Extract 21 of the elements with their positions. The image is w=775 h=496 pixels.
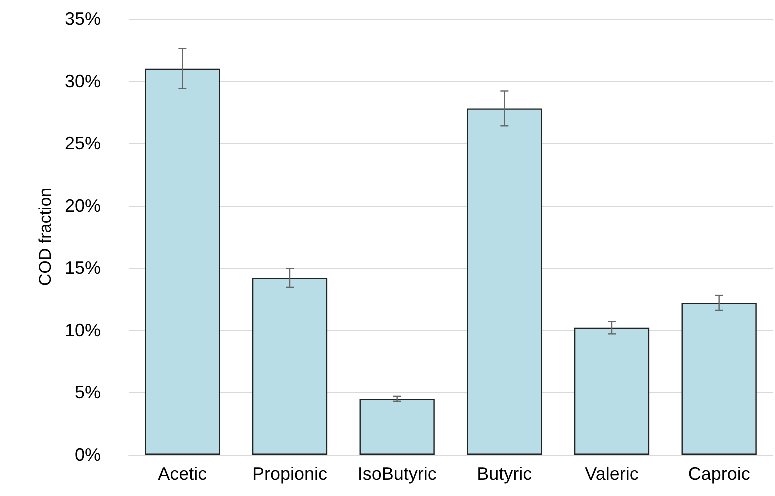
bar [360, 398, 435, 455]
bar [252, 278, 328, 455]
y-tick-label: 25% [64, 134, 101, 154]
x-tick-label: IsoButyric [358, 464, 437, 484]
x-tick-label: Butyric [477, 464, 532, 484]
y-tick-label: 5% [74, 382, 101, 403]
y-axis-title: COD fraction [36, 188, 56, 286]
bar [682, 303, 757, 455]
y-tick-label: 20% [64, 196, 101, 216]
x-tick-label: Acetic [158, 464, 208, 484]
y-tick-label: 0% [74, 445, 101, 465]
bar [467, 108, 542, 455]
y-tick-label: 35% [64, 9, 101, 29]
x-tick-label: Propionic [252, 464, 328, 484]
bar [574, 328, 650, 455]
x-tick-label: Caproic [688, 464, 750, 484]
bar [145, 68, 220, 455]
y-tick-label: 30% [64, 71, 101, 92]
y-tick-label: 10% [64, 320, 101, 340]
y-tick-label: 15% [64, 258, 101, 278]
x-tick-label: Valeric [585, 464, 639, 484]
